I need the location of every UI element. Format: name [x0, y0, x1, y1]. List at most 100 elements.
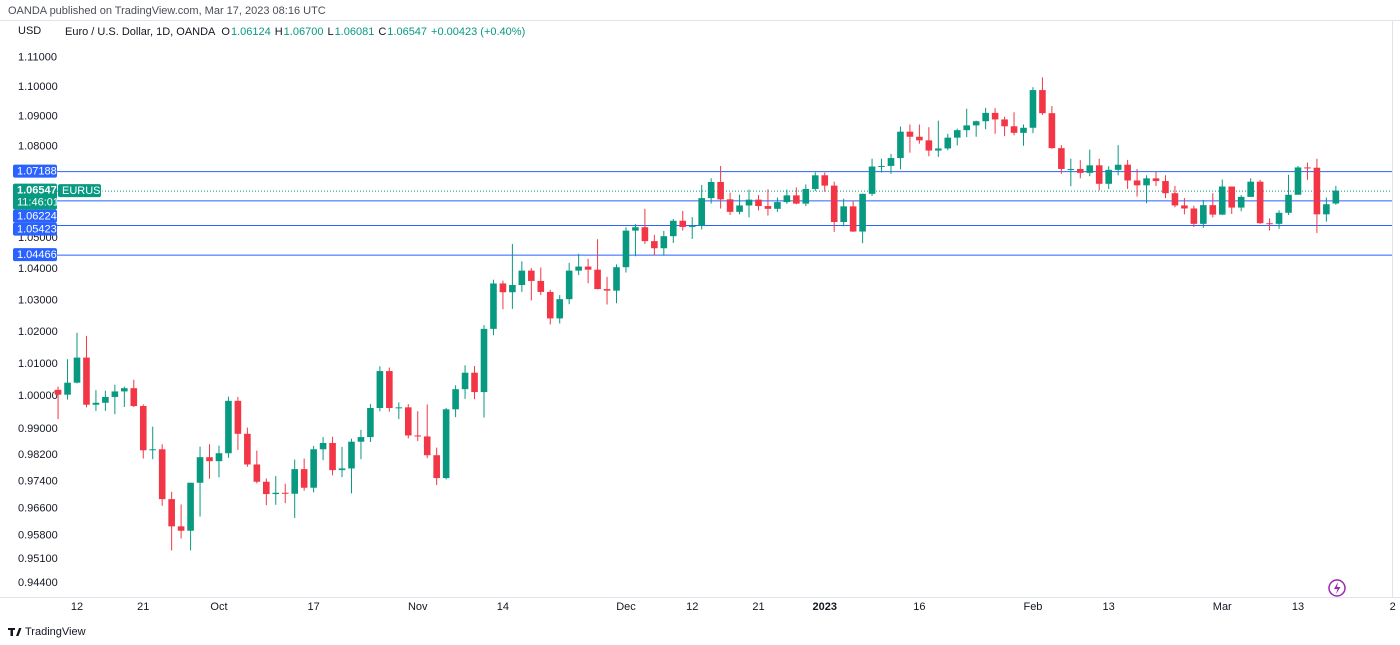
candle-body: [461, 372, 469, 390]
candle-body: [395, 407, 403, 409]
candle-body: [1228, 186, 1236, 208]
candle-body: [367, 407, 374, 438]
x-tick-label: Oct: [210, 601, 227, 613]
x-tick-label: 17: [308, 601, 320, 613]
candle-body: [83, 357, 90, 405]
candle-body: [830, 185, 838, 223]
level-label-box: [13, 222, 57, 236]
candle-body: [935, 148, 942, 151]
candle-body: [386, 371, 393, 408]
candle-body: [679, 220, 687, 227]
y-tick-label: 1.09000: [18, 111, 58, 123]
legend-title: Euro / U.S. Dollar, 1D, OANDA: [65, 26, 216, 38]
alert-icon[interactable]: [1328, 579, 1346, 597]
candle-body: [509, 285, 516, 293]
candle-body: [982, 112, 989, 122]
legend-key: H: [275, 26, 283, 38]
candle-body: [565, 270, 573, 300]
brand-name: TradingView: [25, 626, 86, 638]
candle-body: [1133, 180, 1141, 186]
candle-body: [1171, 193, 1179, 206]
candle-body: [73, 357, 81, 383]
x-tick-label: Mar: [1213, 601, 1232, 613]
candle-body: [660, 236, 668, 249]
y-tick-label: 1.04000: [18, 263, 58, 275]
candle-body: [1048, 113, 1056, 149]
candle-body: [1039, 90, 1046, 114]
candle-body: [310, 449, 317, 488]
candle-body: [433, 455, 440, 479]
x-tick-label: 16: [913, 601, 925, 613]
y-tick-label: 0.95800: [18, 529, 58, 541]
candle-body: [1285, 194, 1292, 213]
candle-body: [442, 409, 450, 479]
candle-body: [1152, 178, 1160, 182]
legend: Euro / U.S. Dollar, 1D, OANDA O 1.06124 H 1.…: [65, 26, 525, 38]
candle-body: [755, 199, 762, 207]
candle-body: [1105, 169, 1112, 184]
candle-body: [64, 382, 71, 395]
x-tick-label: 13: [1103, 601, 1115, 613]
candle-body: [338, 468, 346, 471]
symbol-box: [58, 184, 101, 198]
candle-body: [244, 433, 251, 465]
candle-body: [499, 283, 507, 293]
x-tick-label: Nov: [408, 601, 428, 613]
candle-body: [149, 449, 157, 451]
candle-body: [1218, 186, 1226, 215]
y-tick-label: 1.01000: [18, 358, 58, 370]
candle-body: [840, 206, 847, 223]
level-label: 1.07188: [17, 166, 57, 178]
candle-body: [1190, 208, 1198, 224]
x-tick-label: Dec: [616, 601, 636, 613]
candle-body: [1010, 126, 1018, 133]
candle-body: [584, 266, 592, 270]
candle-body: [177, 526, 185, 531]
candle-body: [613, 267, 620, 291]
candle-body: [102, 396, 109, 403]
legend-value: 1.06081: [335, 26, 375, 38]
legend-value: 1.06700: [284, 26, 324, 38]
last-price-label: 1.06547: [17, 184, 57, 196]
candle-body: [1020, 127, 1027, 133]
candle-body: [1095, 165, 1103, 184]
x-tick-label: 21: [137, 601, 149, 613]
candle-body: [1181, 205, 1188, 209]
candle-body: [887, 158, 895, 166]
level-label-box: [13, 164, 57, 178]
candle-body: [793, 195, 800, 204]
candle-body: [1275, 212, 1283, 224]
candle-body: [404, 407, 412, 436]
candle-body: [1067, 168, 1075, 170]
candle-body: [263, 481, 270, 495]
candle-body: [1209, 205, 1217, 215]
candle-body: [1323, 204, 1330, 215]
candle-body: [764, 206, 772, 209]
candle-body: [916, 136, 923, 141]
candle-body: [130, 388, 138, 407]
candle-body: [1294, 167, 1302, 195]
candle-body: [1247, 181, 1254, 197]
brand-logo: [8, 628, 22, 636]
candle-body: [348, 441, 355, 469]
candle-body: [821, 175, 829, 186]
alert-bolt: [1334, 582, 1341, 594]
candle-body: [774, 202, 781, 209]
legend-key: L: [327, 26, 333, 38]
y-tick-label: 1.00000: [18, 390, 58, 402]
candle-body: [802, 188, 810, 204]
candle-body: [537, 280, 545, 292]
candle-body: [480, 328, 488, 393]
candle-body: [991, 112, 999, 120]
candle-body: [641, 227, 649, 242]
candle-body: [944, 137, 952, 149]
candle-body: [121, 388, 128, 392]
candle-body: [811, 175, 819, 189]
candle-body: [158, 449, 166, 500]
plot-area: 1.110001.100001.090001.080001.050001.040…: [18, 52, 1396, 613]
candle-body: [357, 437, 365, 442]
legend-key: C: [378, 26, 386, 38]
x-tick-label: 12: [686, 601, 698, 613]
candle-body: [669, 220, 677, 237]
